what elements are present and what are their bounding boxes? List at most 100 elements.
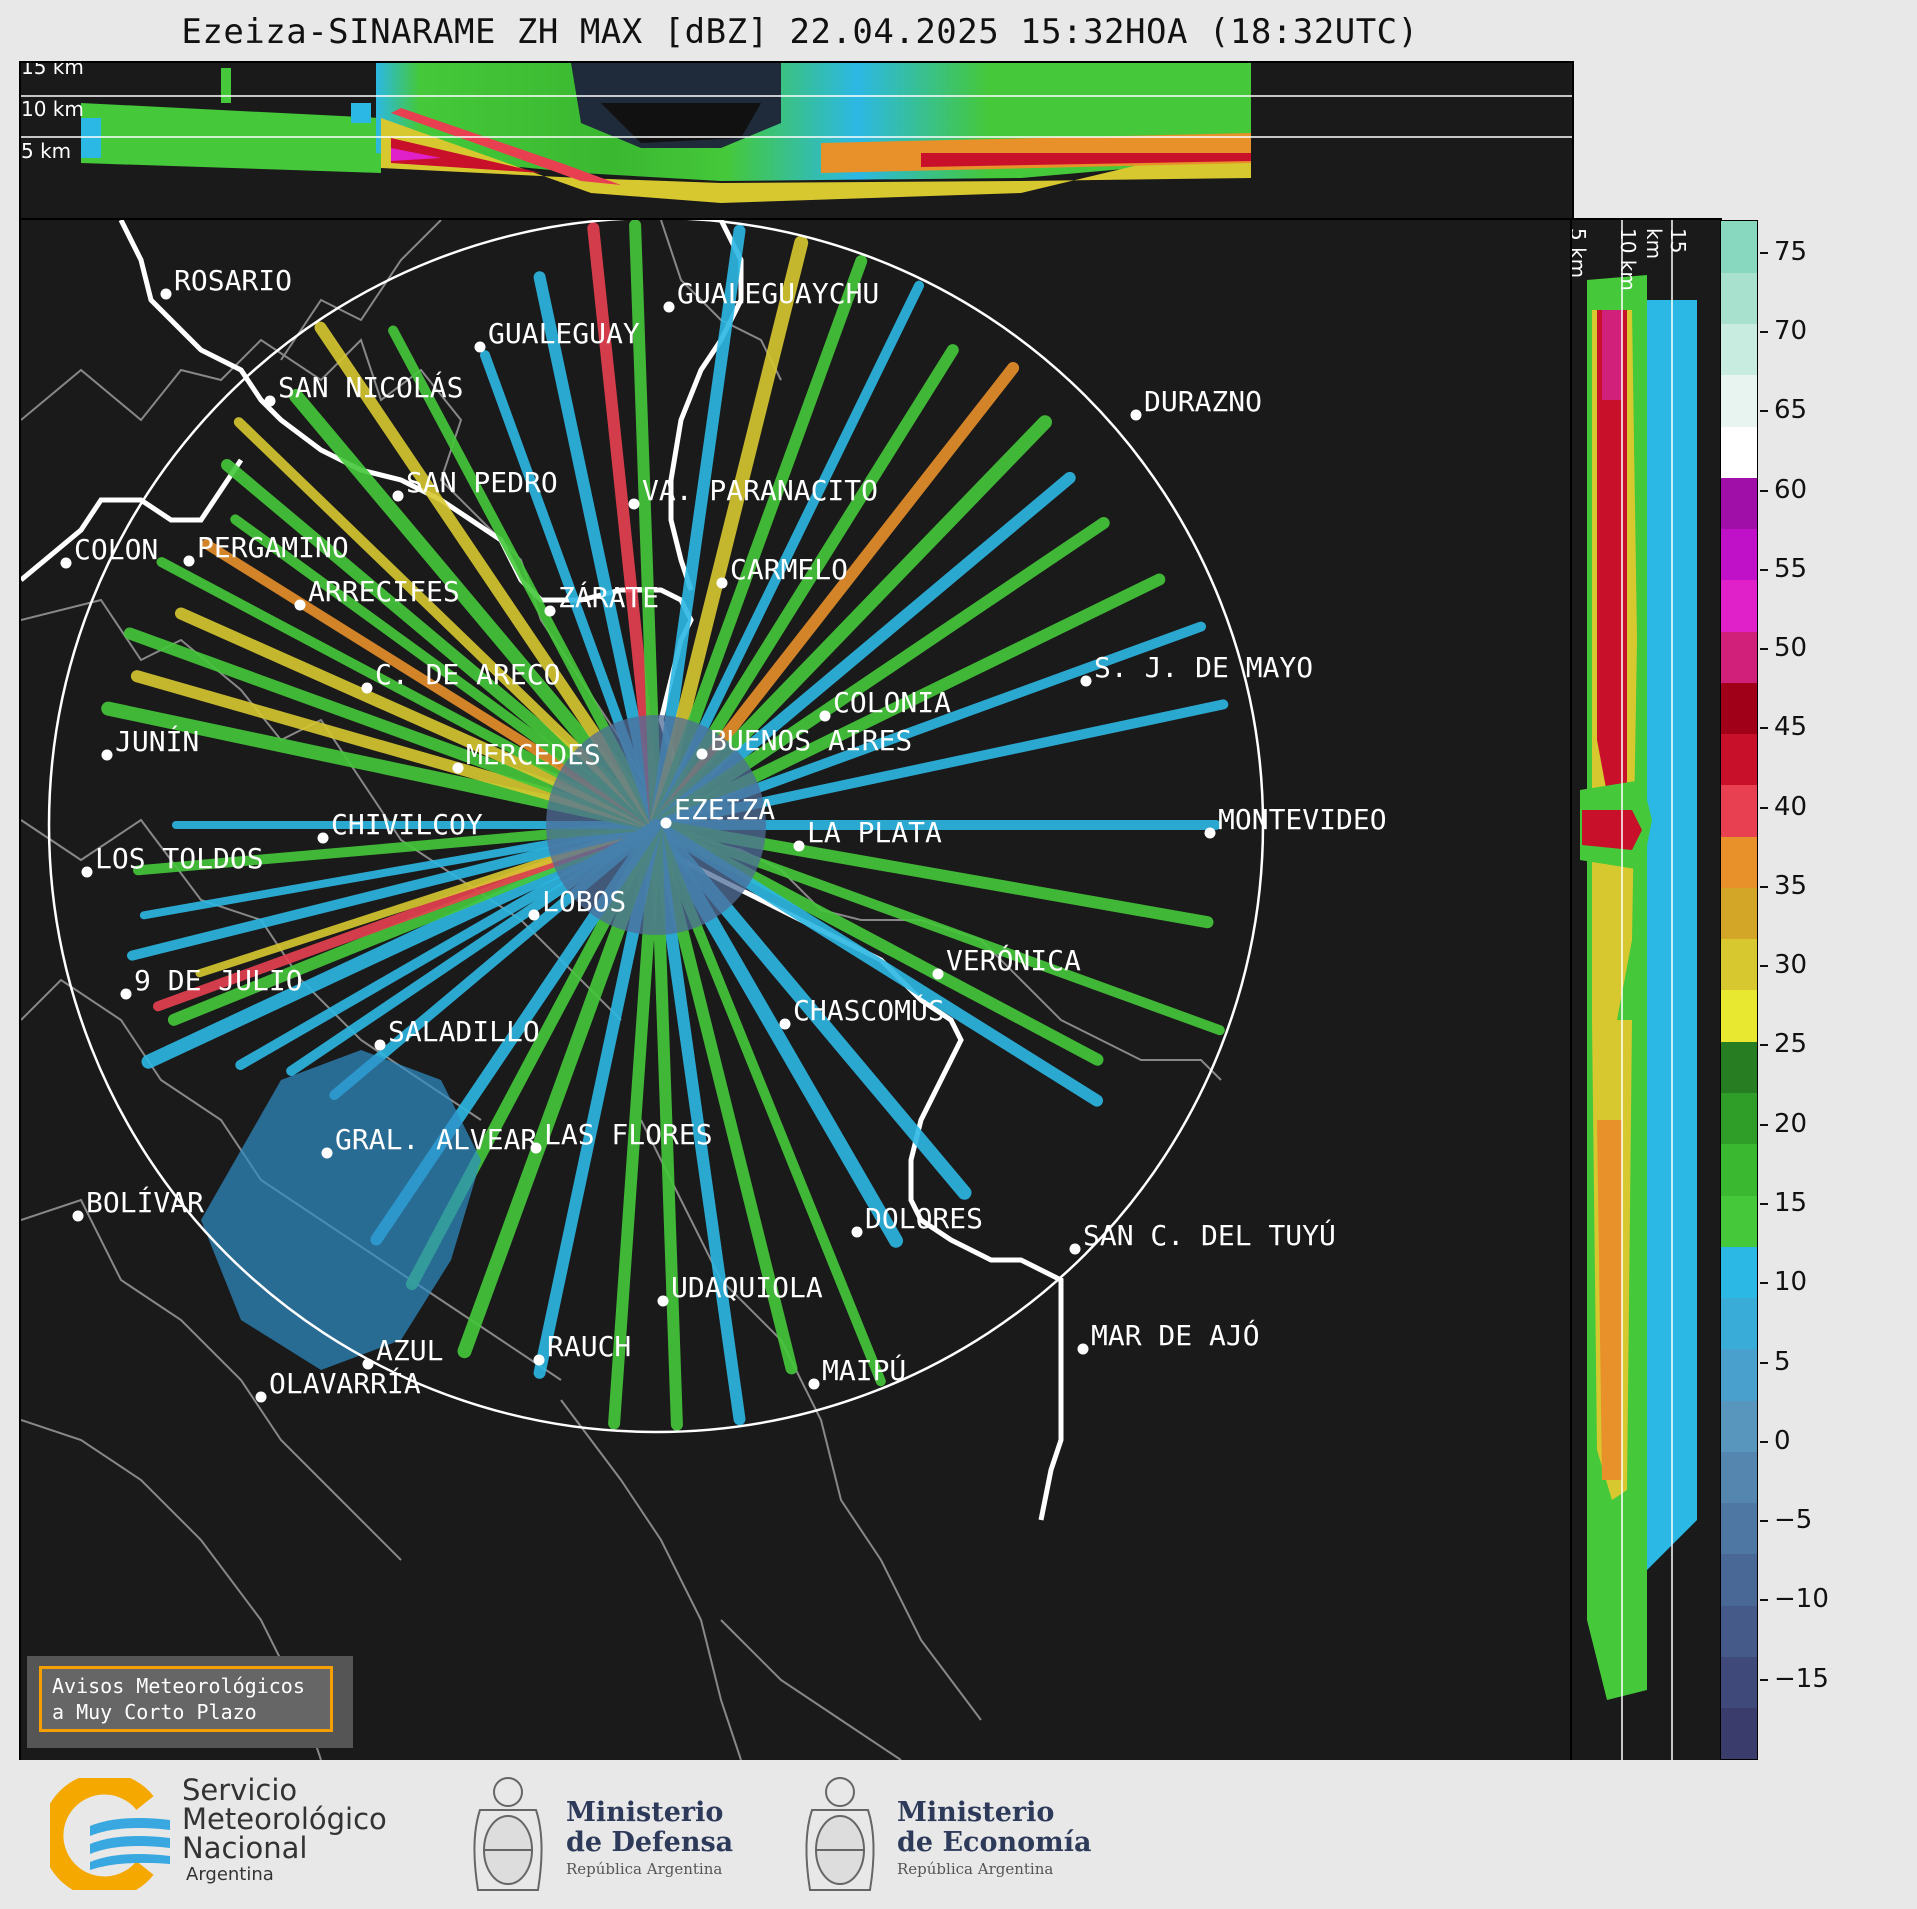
city-dot: [663, 301, 675, 313]
city-label: SAN PEDRO: [406, 466, 558, 499]
economia-line1: Ministerio: [897, 1797, 1055, 1828]
avisos-box[interactable]: Avisos Meteorológicos a Muy Corto Plazo: [27, 1656, 353, 1748]
colorbar-segment: [1721, 733, 1757, 786]
altitude-label-15km: 15 km: [21, 61, 84, 79]
colorbar-tick-mark: [1760, 251, 1768, 254]
colorbar-tick-label: −15: [1774, 1663, 1829, 1694]
colorbar-segment: [1721, 1605, 1757, 1657]
colorbar-tick-label: 65: [1774, 395, 1808, 426]
side-altitude-label-5km: 5 km: [1570, 228, 1590, 279]
colorbar-tick-label: 0: [1774, 1425, 1791, 1456]
city-label: BOLÍVAR: [86, 1185, 204, 1219]
city-label: SAN NICOLÁS: [278, 370, 463, 404]
defensa-coat-of-arms-icon: [473, 1777, 543, 1891]
colorbar-segment: [1721, 1502, 1757, 1555]
city-label: VERÓNICA: [946, 943, 1081, 977]
city-dot: [779, 1018, 791, 1030]
defensa-line3: República Argentina: [566, 1860, 723, 1878]
city-dot: [657, 1295, 669, 1307]
colorbar-tick-mark: [1760, 727, 1768, 730]
colorbar-tick-mark: [1760, 1361, 1768, 1364]
colorbar-tick-label: −10: [1774, 1584, 1829, 1615]
colorbar-tick-label: 25: [1774, 1029, 1808, 1060]
colorbar-tick-mark: [1760, 1520, 1768, 1523]
colorbar-tick-label: 5: [1774, 1346, 1791, 1377]
city-dot: [819, 710, 831, 722]
colorbar-segment: [1721, 374, 1757, 427]
colorbar-segment: [1721, 323, 1757, 376]
city-label: DURAZNO: [1144, 385, 1262, 418]
city-label: COLONIA: [833, 686, 951, 719]
colorbar-tick-label: 75: [1774, 236, 1808, 267]
colorbar-tick-label: 30: [1774, 950, 1808, 981]
colorbar-segment: [1721, 990, 1757, 1042]
city-label: VA. PARANACITO: [642, 474, 878, 507]
colorbar-tick-label: −5: [1774, 1505, 1813, 1536]
colorbar-segment: [1721, 1707, 1757, 1760]
smn-logo-icon: [50, 1778, 170, 1890]
city-dot: [120, 988, 132, 1000]
city-dot: [361, 682, 373, 694]
colorbar-tick-mark: [1760, 1282, 1768, 1285]
city-dot: [452, 762, 464, 774]
city-label: S. J. DE MAYO: [1094, 651, 1313, 684]
top-cross-section-panel: 15 km 10 km 5 km: [19, 61, 1574, 220]
city-label: MAIPÚ: [822, 1353, 906, 1387]
near-radar-clutter: [546, 715, 766, 935]
city-dot: [60, 557, 72, 569]
top-cross-section-plot: [21, 63, 1572, 203]
city-dot: [696, 748, 708, 760]
city-markers: ROSARIO GUALEGUAYCHU GUALEGUAY SAN NICOLÁS D…: [60, 264, 1387, 1403]
colorbar-segment: [1721, 1656, 1757, 1709]
avisos-label[interactable]: Avisos Meteorológicos a Muy Corto Plazo: [39, 1666, 333, 1732]
city-dot: [1077, 1343, 1089, 1355]
colorbar-tick-label: 10: [1774, 1267, 1808, 1298]
city-label: BUENOS AIRES: [710, 724, 912, 757]
colorbar-tick-label: 70: [1774, 315, 1808, 346]
city-label: LAS FLORES: [544, 1118, 713, 1151]
city-label: 9 DE JULIO: [134, 964, 303, 997]
economia-coat-of-arms-icon: [805, 1777, 875, 1891]
city-label: DOLORES: [865, 1202, 983, 1235]
colorbar-tick-mark: [1760, 330, 1768, 333]
colorbar-tick-mark: [1760, 965, 1768, 968]
economia-line2: de Economía: [897, 1827, 1092, 1858]
avisos-line2: a Muy Corto Plazo: [52, 1700, 257, 1724]
city-dot: [530, 1142, 542, 1154]
radar-map: ROSARIO GUALEGUAYCHU GUALEGUAY SAN NICOLÁS D…: [21, 220, 1387, 1760]
city-dot: [392, 490, 404, 502]
colorbar-segment: [1721, 477, 1757, 530]
city-dot: [264, 395, 276, 407]
smn-line1: Servicio: [182, 1773, 298, 1807]
defensa-line2: de Defensa: [566, 1827, 734, 1858]
city-label: GUALEGUAY: [488, 317, 640, 350]
smn-line2: Meteorológico: [182, 1802, 387, 1836]
reflectivity-colorbar: [1720, 220, 1758, 1760]
colorbar-tick-mark: [1760, 1440, 1768, 1443]
city-label: AZUL: [376, 1334, 443, 1367]
colorbar-tick-mark: [1760, 410, 1768, 413]
side-cross-section-plot: [1580, 220, 1697, 1760]
side-altitude-label-15km: 15 km: [1642, 228, 1690, 260]
city-label: LA PLATA: [807, 816, 942, 849]
city-dot: [544, 605, 556, 617]
colorbar-segment: [1721, 1092, 1757, 1145]
colorbar-tick-mark: [1760, 1599, 1768, 1602]
city-dot: [528, 909, 540, 921]
colorbar-tick-mark: [1760, 1044, 1768, 1047]
city-label: CARMELO: [730, 553, 848, 586]
city-label: COLON: [74, 533, 158, 566]
city-dot: [160, 288, 172, 300]
colorbar-tick-label: 15: [1774, 1188, 1808, 1219]
city-dot: [1080, 675, 1092, 687]
city-label: MONTEVIDEO: [1218, 803, 1387, 836]
city-label: PERGAMINO: [197, 531, 349, 564]
colorbar-segment: [1721, 1143, 1757, 1196]
city-dot: [1130, 409, 1142, 421]
economia-logo-text: Ministerio de Economía República Argenti…: [897, 1798, 1091, 1880]
economia-line3: República Argentina: [897, 1860, 1054, 1878]
altitude-label-5km: 5 km: [21, 139, 72, 163]
city-dot: [808, 1378, 820, 1390]
city-dot: [317, 832, 329, 844]
colorbar-tick-mark: [1760, 489, 1768, 492]
